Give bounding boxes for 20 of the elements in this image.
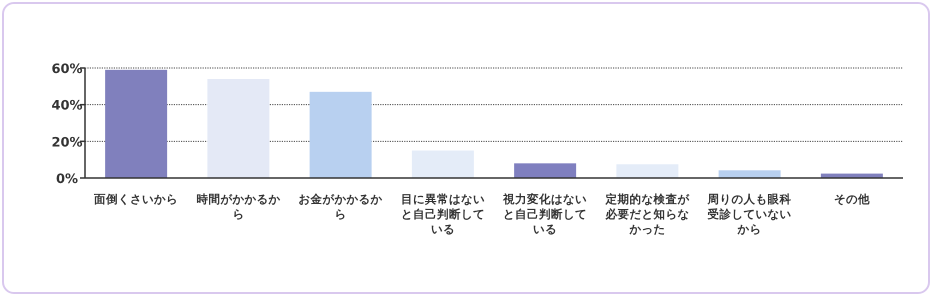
x-tick-label: 面倒くさいから [93, 192, 180, 207]
bar [616, 164, 678, 178]
x-tick-label: 時間がかかるから [195, 192, 282, 222]
x-tick-label: その他 [832, 192, 871, 207]
y-tick-label: 60% [51, 62, 83, 77]
bar [412, 150, 474, 178]
x-tick-label: お金がかかるから [298, 192, 384, 222]
bar [718, 170, 781, 178]
bar [514, 163, 576, 178]
bar [310, 92, 372, 178]
bar [820, 174, 883, 178]
x-tick-label: 目に異常はないと自己判断している [400, 192, 486, 237]
bar [207, 79, 270, 178]
bar [105, 70, 168, 178]
x-tick-label: 周りの人も眼科受診していないから [706, 192, 793, 237]
y-tick-label: 40% [51, 98, 83, 114]
x-tick-label: 定期的な検査が必要だと知らなかった [604, 192, 690, 237]
y-tick-label: 20% [51, 135, 83, 150]
y-tick-label: 0% [56, 172, 78, 187]
x-tick-label: 視力変化はないと自己判断している [502, 192, 588, 237]
